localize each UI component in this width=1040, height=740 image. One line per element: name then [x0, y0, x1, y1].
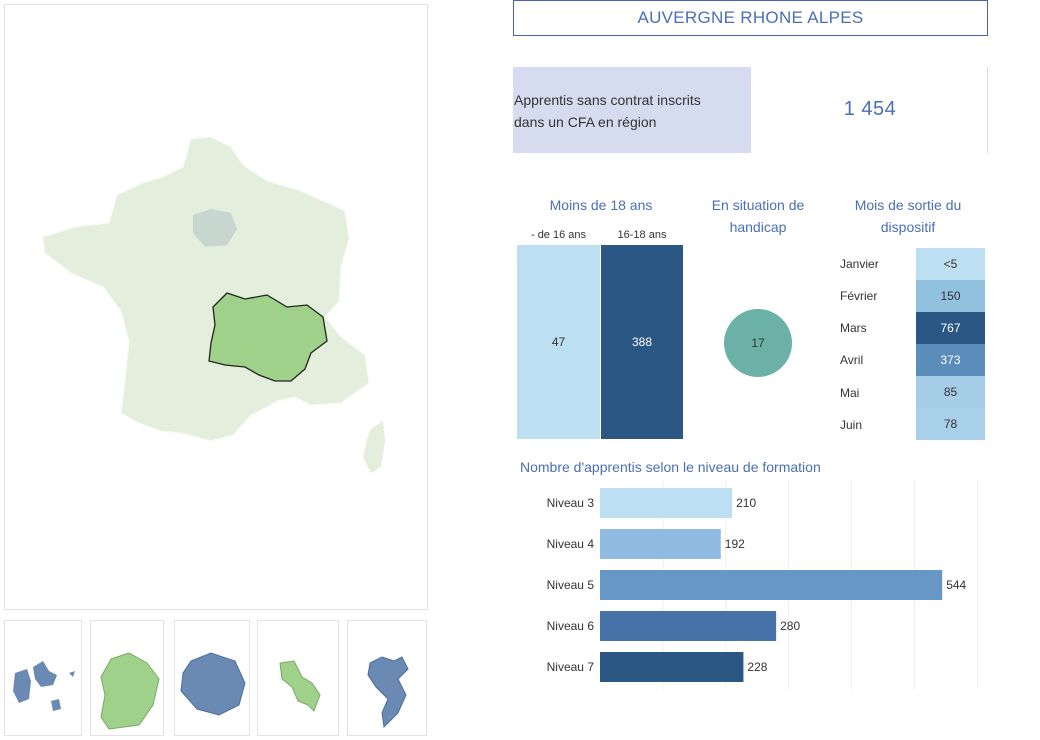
exit-section-title: Mois de sortie du dispositif: [836, 194, 980, 238]
chart-title: Nombre d'apprentis selon le niveau de fo…: [520, 459, 821, 475]
month-cell[interactable]: 150: [916, 280, 985, 312]
handicap-circle[interactable]: 17: [724, 309, 792, 377]
kpi-divider: [987, 67, 988, 153]
month-label: Janvier: [840, 257, 879, 271]
bar-value-label: 210: [736, 496, 756, 510]
bar[interactable]: [600, 529, 721, 559]
bar-value-label: 544: [946, 578, 966, 592]
kpi-value: 1 454: [843, 98, 897, 120]
auvergne-rhone-alpes[interactable]: [208, 292, 328, 382]
category-label: Niveau 5: [547, 578, 595, 592]
category-label: Niveau 4: [547, 537, 595, 551]
france-map: [42, 136, 385, 473]
bar-value-label: 192: [725, 537, 745, 551]
corsica[interactable]: [363, 421, 385, 473]
bar[interactable]: [600, 611, 777, 641]
guadeloupe-map-box[interactable]: [4, 620, 82, 736]
exit-title-line2: dispositif: [880, 219, 936, 235]
ile-de-france[interactable]: [193, 209, 237, 247]
reunion-map-box[interactable]: [174, 620, 250, 736]
category-label: Niveau 3: [547, 496, 595, 510]
kpi-label: Apprentis sans contrat inscrits dans un …: [513, 67, 751, 153]
reunion-map: [180, 652, 246, 716]
niveau-bar-chart: Niveau 3 210 Niveau 4 192 Niveau 5 544 Niveau …: [547, 480, 978, 690]
category-label: Niveau 7: [547, 660, 595, 674]
month-cell[interactable]: 78: [916, 408, 985, 440]
age-block-under-16[interactable]: 47: [517, 245, 600, 439]
mayotte-map-box[interactable]: [347, 620, 427, 736]
martinique-map-box[interactable]: [257, 620, 339, 736]
age-label-under-16: - de 16 ans: [530, 229, 587, 241]
bar-value-label: 228: [747, 660, 767, 674]
exit-title-line1: Mois de sortie du: [854, 197, 962, 213]
mayotte-map: [367, 656, 409, 729]
kpi-label-line2: dans un CFA en région: [514, 114, 657, 130]
month-label: Juin: [840, 418, 863, 432]
age-section-title: Moins de 18 ans: [549, 197, 653, 213]
handicap-title-line1: En situation de: [711, 197, 805, 213]
handicap-section-title: En situation de handicap: [693, 194, 823, 238]
category-label: Niveau 6: [547, 619, 595, 633]
guadeloupe-map: [13, 661, 75, 711]
month-label: Mars: [840, 321, 867, 335]
martinique-map: [279, 660, 321, 712]
guyane-map: [100, 652, 160, 730]
france-map-panel: [4, 4, 428, 610]
month-cell[interactable]: 85: [916, 376, 985, 408]
bar[interactable]: [600, 570, 943, 600]
handicap-title-line2: handicap: [729, 219, 787, 235]
bar[interactable]: [600, 652, 744, 682]
month-label: Février: [840, 289, 878, 303]
bar-value-label: 280: [780, 619, 800, 633]
kpi-label-line1: Apprentis sans contrat inscrits: [514, 92, 701, 108]
age-label-16-18: 16-18 ans: [617, 229, 667, 241]
month-cell[interactable]: <5: [916, 248, 985, 280]
month-cell[interactable]: 767: [916, 312, 985, 344]
month-cell[interactable]: 373: [916, 344, 985, 376]
region-title: AUVERGNE RHONE ALPES: [513, 0, 988, 36]
month-label: Mai: [840, 386, 860, 400]
age-block-16-18[interactable]: 388: [601, 245, 683, 439]
month-label: Avril: [840, 353, 864, 367]
guyane-map-box[interactable]: [90, 620, 164, 736]
france-mainland[interactable]: [42, 136, 370, 442]
bar[interactable]: [600, 488, 733, 518]
